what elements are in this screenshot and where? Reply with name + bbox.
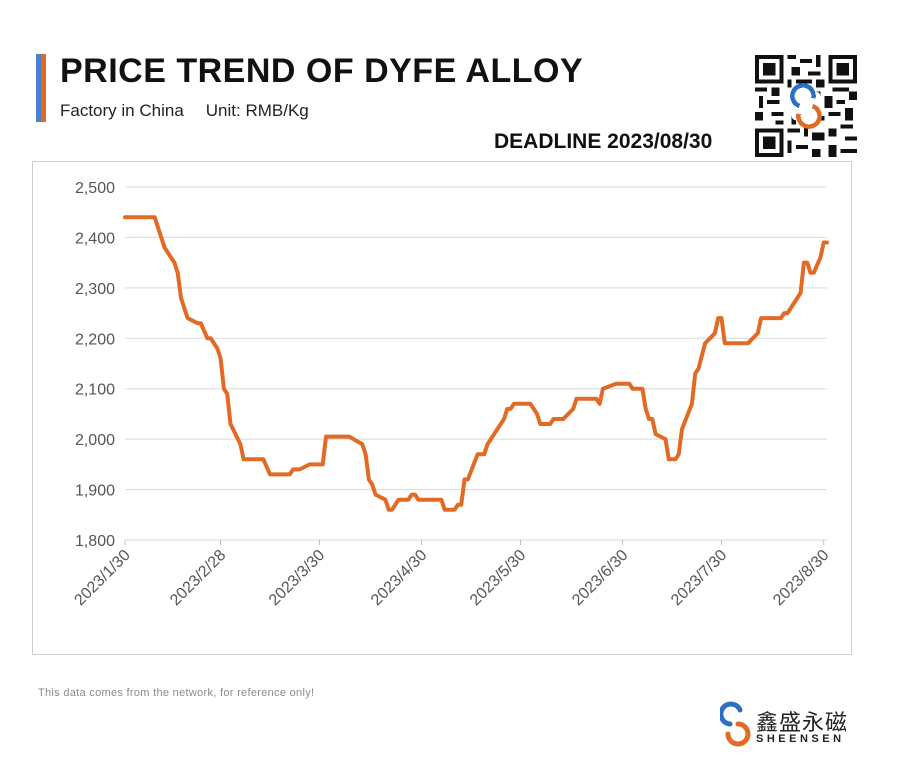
x-tick-label: 2023/1/30: [71, 547, 133, 609]
y-tick-label: 2,200: [75, 331, 115, 348]
x-tick-label: 2023/5/30: [467, 547, 529, 609]
chart-subtitle: Factory in China Unit: RMB/Kg: [60, 101, 309, 121]
x-tick-label: 2023/8/30: [770, 547, 832, 609]
brand-name-en: SHEENSEN: [756, 733, 845, 745]
y-tick-label: 2,300: [75, 281, 115, 298]
unit-label: Unit: RMB/Kg: [205, 101, 309, 120]
chart-frame: 1,800 1,900 2,000 2,100 2,200 2,300 2,400 2,500…: [32, 161, 852, 655]
disclaimer-note: This data comes from the network, for re…: [38, 687, 315, 699]
sheensen-logo-icon: [720, 701, 751, 747]
deadline-label: DEADLINE 2023/08/30: [494, 130, 713, 153]
y-tick-label: 2,500: [75, 180, 115, 197]
y-tick-label: 1,800: [75, 533, 115, 550]
price-line-chart: 1,800 1,900 2,000 2,100 2,200 2,300 2,400 2,500…: [71, 180, 832, 609]
y-tick-label: 2,100: [75, 382, 115, 399]
y-tick-label: 2,400: [75, 230, 115, 247]
brand-name-cn: 鑫盛永磁: [756, 711, 849, 736]
price-series-line: [123, 215, 829, 512]
y-tick-label: 2,000: [75, 432, 115, 449]
title-accent-bar: [36, 54, 46, 122]
chart-title: PRICE TREND OF DYFE ALLOY: [60, 52, 584, 90]
y-tick-label: 1,900: [75, 483, 115, 500]
source-label: Factory in China: [60, 101, 184, 120]
x-tick-label: 2023/2/28: [167, 547, 229, 609]
qr-code-icon: [755, 55, 857, 157]
x-tick-label: 2023/6/30: [569, 547, 631, 609]
x-tick-label: 2023/4/30: [368, 547, 430, 609]
x-tick-label: 2023/3/30: [266, 547, 328, 609]
x-tick-label: 2023/7/30: [668, 547, 730, 609]
